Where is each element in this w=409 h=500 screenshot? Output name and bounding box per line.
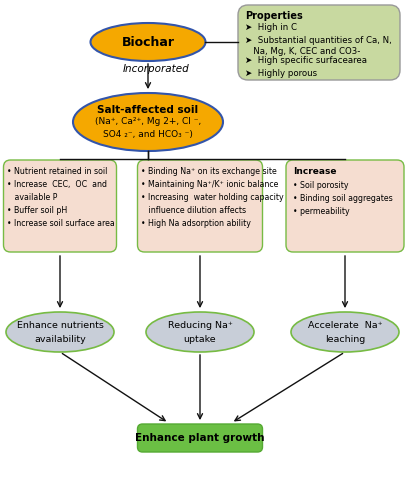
FancyBboxPatch shape: [237, 5, 399, 80]
Text: Reducing Na⁺: Reducing Na⁺: [167, 322, 232, 330]
Text: uptake: uptake: [183, 334, 216, 344]
Text: ➤  High specific surfacearea: ➤ High specific surfacearea: [245, 56, 366, 65]
Text: Properties: Properties: [245, 11, 302, 21]
Text: available P: available P: [7, 193, 58, 202]
Ellipse shape: [290, 312, 398, 352]
Text: Incorporated: Incorporated: [122, 64, 189, 74]
Text: Enhance nutrients: Enhance nutrients: [16, 322, 103, 330]
Text: • Nutrient retained in soil: • Nutrient retained in soil: [7, 167, 108, 176]
Text: • High Na adsorption ability: • High Na adsorption ability: [141, 219, 251, 228]
Ellipse shape: [6, 312, 114, 352]
Text: • Increasing  water holding capacity: • Increasing water holding capacity: [141, 193, 283, 202]
Text: • Binding Na⁺ on its exchange site: • Binding Na⁺ on its exchange site: [141, 167, 276, 176]
Text: • permeability: • permeability: [292, 207, 349, 216]
Text: ➤  High in C: ➤ High in C: [245, 23, 296, 32]
Text: • Soil porosity: • Soil porosity: [292, 181, 348, 190]
Ellipse shape: [90, 23, 205, 61]
Text: Salt-affected soil: Salt-affected soil: [97, 105, 198, 115]
FancyBboxPatch shape: [137, 160, 262, 252]
Text: ➤  Highly porous: ➤ Highly porous: [245, 69, 316, 78]
Text: Enhance plant growth: Enhance plant growth: [135, 433, 264, 443]
Text: • Buffer soil pH: • Buffer soil pH: [7, 206, 67, 215]
Text: Increase: Increase: [292, 167, 336, 176]
Text: • Increase soil surface area: • Increase soil surface area: [7, 219, 115, 228]
Text: availability: availability: [34, 334, 85, 344]
Text: Biochar: Biochar: [121, 36, 174, 49]
FancyBboxPatch shape: [137, 424, 262, 452]
Text: influence dilution affects: influence dilution affects: [141, 206, 246, 215]
Text: leaching: leaching: [324, 334, 364, 344]
Text: (Na⁺, Ca²⁺, Mg 2+, Cl ⁻,: (Na⁺, Ca²⁺, Mg 2+, Cl ⁻,: [94, 118, 201, 126]
Text: ➤  Substantial quantities of Ca, N,
   Na, Mg, K, CEC and CO3-: ➤ Substantial quantities of Ca, N, Na, M…: [245, 36, 391, 56]
Text: • Maintaining Na⁺/K⁺ ionic balance: • Maintaining Na⁺/K⁺ ionic balance: [141, 180, 278, 189]
FancyBboxPatch shape: [285, 160, 403, 252]
Ellipse shape: [73, 93, 222, 151]
Text: Accelerate  Na⁺: Accelerate Na⁺: [307, 322, 381, 330]
Ellipse shape: [146, 312, 254, 352]
Text: • Binding soil aggregates: • Binding soil aggregates: [292, 194, 392, 203]
Text: SO4 ₂⁻, and HCO₃ ⁻): SO4 ₂⁻, and HCO₃ ⁻): [103, 130, 193, 138]
Text: • Increase  CEC,  OC  and: • Increase CEC, OC and: [7, 180, 107, 189]
FancyBboxPatch shape: [4, 160, 116, 252]
